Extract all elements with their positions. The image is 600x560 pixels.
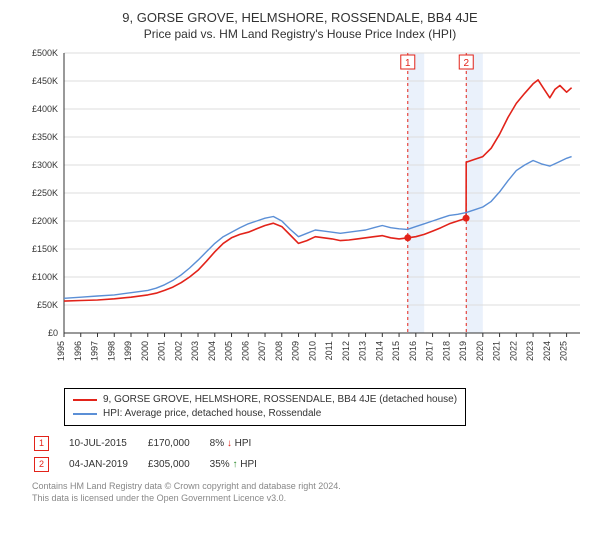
svg-text:1997: 1997 bbox=[90, 341, 100, 361]
svg-text:2024: 2024 bbox=[542, 341, 552, 361]
sale-badge: 1 bbox=[34, 436, 49, 451]
chart-title: 9, GORSE GROVE, HELMSHORE, ROSSENDALE, B… bbox=[12, 10, 588, 25]
sale-row: 1 10-JUL-2015£170,0008% ↓ HPI bbox=[34, 434, 275, 453]
svg-text:1998: 1998 bbox=[106, 341, 116, 361]
legend-item: HPI: Average price, detached house, Ross… bbox=[73, 407, 457, 421]
svg-text:2002: 2002 bbox=[173, 341, 183, 361]
sale-price: £170,000 bbox=[148, 434, 208, 453]
svg-text:2019: 2019 bbox=[458, 341, 468, 361]
svg-text:2001: 2001 bbox=[157, 341, 167, 361]
svg-text:2014: 2014 bbox=[374, 341, 384, 361]
chart: £0 £50K £100K £150K £200K £250K £300K £350K £400… bbox=[12, 47, 588, 382]
svg-text:£300K: £300K bbox=[32, 160, 58, 170]
svg-text:1999: 1999 bbox=[123, 341, 133, 361]
svg-text:£350K: £350K bbox=[32, 132, 58, 142]
sale-date: 04-JAN-2019 bbox=[69, 455, 146, 474]
svg-text:2018: 2018 bbox=[441, 341, 451, 361]
legend-item: 9, GORSE GROVE, HELMSHORE, ROSSENDALE, B… bbox=[73, 393, 457, 407]
sale-diff: 8% ↓ HPI bbox=[210, 434, 275, 453]
svg-text:£250K: £250K bbox=[32, 188, 58, 198]
svg-text:£400K: £400K bbox=[32, 104, 58, 114]
svg-text:£450K: £450K bbox=[32, 76, 58, 86]
svg-text:2020: 2020 bbox=[475, 341, 485, 361]
svg-text:2006: 2006 bbox=[240, 341, 250, 361]
footer-line: This data is licensed under the Open Gov… bbox=[32, 492, 588, 504]
svg-text:2013: 2013 bbox=[358, 341, 368, 361]
svg-text:£150K: £150K bbox=[32, 244, 58, 254]
svg-text:£200K: £200K bbox=[32, 216, 58, 226]
svg-text:2015: 2015 bbox=[391, 341, 401, 361]
svg-text:2017: 2017 bbox=[425, 341, 435, 361]
legend: 9, GORSE GROVE, HELMSHORE, ROSSENDALE, B… bbox=[64, 388, 466, 426]
svg-text:2008: 2008 bbox=[274, 341, 284, 361]
legend-swatch bbox=[73, 413, 97, 415]
svg-text:2022: 2022 bbox=[508, 341, 518, 361]
svg-text:2021: 2021 bbox=[492, 341, 502, 361]
svg-text:1996: 1996 bbox=[73, 341, 83, 361]
svg-text:£100K: £100K bbox=[32, 272, 58, 282]
chart-svg: £0 £50K £100K £150K £200K £250K £300K £350K £400… bbox=[12, 47, 588, 377]
sale-diff: 35% ↑ HPI bbox=[210, 455, 275, 474]
svg-text:£0: £0 bbox=[48, 328, 58, 338]
svg-text:2: 2 bbox=[463, 58, 469, 69]
svg-text:1995: 1995 bbox=[56, 341, 66, 361]
svg-text:2009: 2009 bbox=[291, 341, 301, 361]
footer-line: Contains HM Land Registry data © Crown c… bbox=[32, 480, 588, 492]
svg-text:2011: 2011 bbox=[324, 341, 334, 360]
svg-text:£500K: £500K bbox=[32, 48, 58, 58]
sale-price: £305,000 bbox=[148, 455, 208, 474]
svg-text:2010: 2010 bbox=[307, 341, 317, 361]
legend-swatch bbox=[73, 399, 97, 401]
sale-row: 2 04-JAN-2019£305,00035% ↑ HPI bbox=[34, 455, 275, 474]
sales-table: 1 10-JUL-2015£170,0008% ↓ HPI 2 04-JAN-2019… bbox=[32, 432, 277, 476]
svg-text:2025: 2025 bbox=[559, 341, 569, 361]
chart-subtitle: Price paid vs. HM Land Registry's House … bbox=[12, 27, 588, 41]
svg-text:2007: 2007 bbox=[257, 341, 267, 361]
svg-text:2003: 2003 bbox=[190, 341, 200, 361]
svg-text:2000: 2000 bbox=[140, 341, 150, 361]
svg-text:2012: 2012 bbox=[341, 341, 351, 361]
sale-badge: 2 bbox=[34, 457, 49, 472]
legend-label: HPI: Average price, detached house, Ross… bbox=[103, 407, 321, 421]
svg-text:2005: 2005 bbox=[224, 341, 234, 361]
svg-text:2016: 2016 bbox=[408, 341, 418, 361]
sale-date: 10-JUL-2015 bbox=[69, 434, 146, 453]
legend-label: 9, GORSE GROVE, HELMSHORE, ROSSENDALE, B… bbox=[103, 393, 457, 407]
svg-text:2004: 2004 bbox=[207, 341, 217, 361]
footer-attribution: Contains HM Land Registry data © Crown c… bbox=[32, 480, 588, 504]
svg-text:2023: 2023 bbox=[525, 341, 535, 361]
svg-text:1: 1 bbox=[405, 58, 411, 69]
svg-text:£50K: £50K bbox=[37, 300, 58, 310]
